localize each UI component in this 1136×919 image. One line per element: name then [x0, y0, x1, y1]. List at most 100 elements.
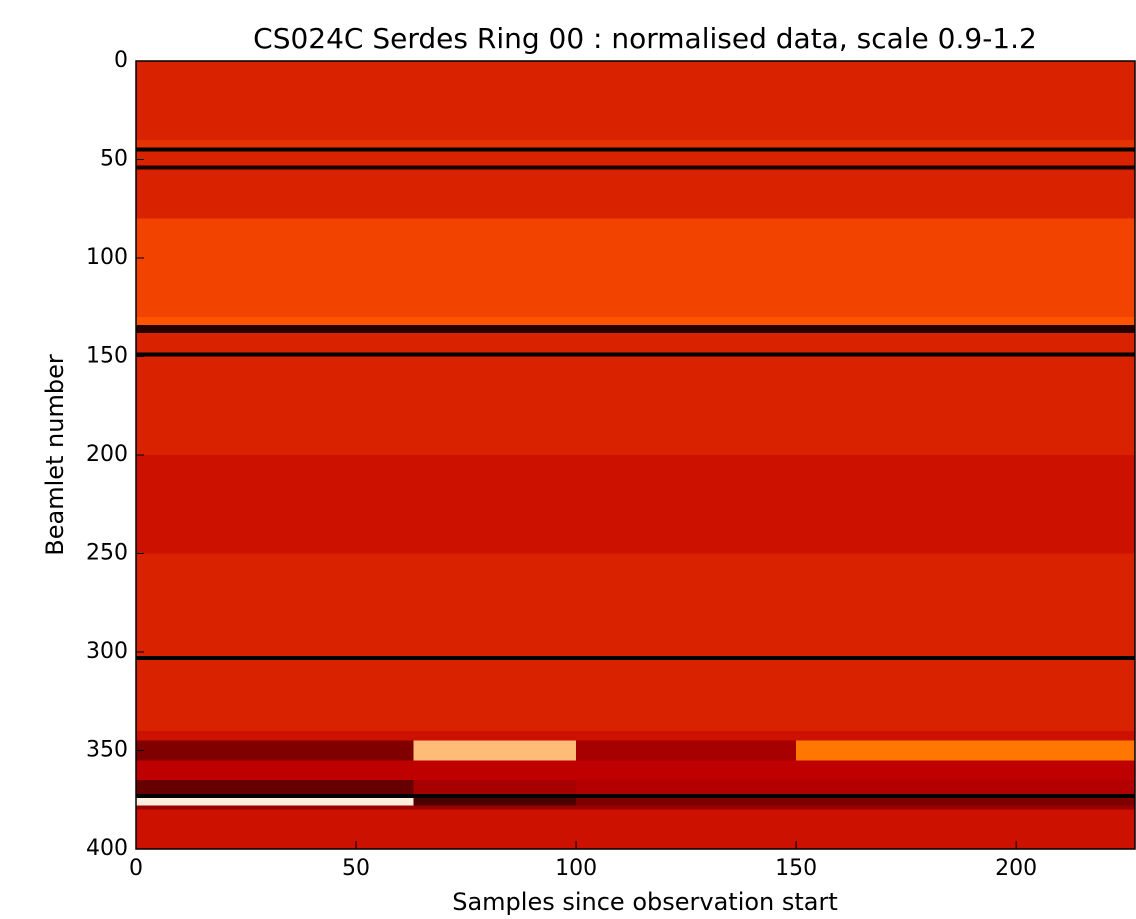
- heatmap-cell: [413, 659, 577, 732]
- heatmap-cell: [576, 553, 797, 653]
- heatmap-cell: [413, 805, 577, 811]
- x-tick-label: 50: [342, 856, 370, 881]
- heatmap-cell: [413, 258, 577, 318]
- heatmap-cell: [413, 553, 577, 653]
- heatmap-cell: [796, 332, 1136, 354]
- heatmap-cell: [413, 655, 577, 661]
- heatmap-cell: [796, 356, 1136, 456]
- heatmap-cell: [796, 151, 1136, 166]
- heatmap-cell: [136, 760, 414, 781]
- heatmap-cell: [796, 805, 1136, 811]
- heatmap-cell: [796, 652, 1136, 657]
- heatmap-cell: [413, 730, 577, 742]
- heatmap-cell: [136, 730, 414, 742]
- heatmap-cell: [796, 809, 1136, 850]
- heatmap-cell: [413, 809, 577, 850]
- x-axis-label: Samples since observation start: [452, 888, 838, 916]
- heatmap-cell: [413, 324, 577, 334]
- heatmap-cell: [136, 553, 414, 653]
- heatmap-cell: [413, 151, 577, 166]
- heatmap-cell: [413, 356, 577, 456]
- heatmap-cell: [576, 740, 797, 761]
- heatmap-cell: [136, 61, 414, 141]
- y-tick-label: 300: [86, 639, 128, 664]
- heatmap-cell: [796, 760, 1136, 781]
- x-tick-label: 150: [775, 856, 817, 881]
- x-tick-label: 200: [995, 856, 1037, 881]
- y-tick-label: 200: [86, 442, 128, 467]
- y-tick-label: 100: [86, 245, 128, 270]
- heatmap-cell: [576, 655, 797, 661]
- heatmap-cell: [413, 797, 577, 807]
- heatmap-cell: [413, 317, 577, 326]
- heatmap-cell: [136, 139, 414, 149]
- heatmap-cell: [796, 780, 1136, 795]
- heatmap-cell: [136, 147, 414, 153]
- heatmap-cell: [796, 455, 1136, 554]
- heatmap-cell: [136, 655, 414, 661]
- heatmap-cell: [796, 147, 1136, 153]
- heatmap-cell: [576, 165, 797, 170]
- heatmap-cell: [796, 659, 1136, 732]
- y-tick-label: 0: [114, 48, 128, 73]
- heatmap-cell: [136, 740, 414, 761]
- heatmap-cell: [136, 165, 414, 170]
- heatmap-cell: [576, 147, 797, 153]
- heatmap-cell: [576, 258, 797, 318]
- heatmap-cell: [576, 793, 797, 799]
- heatmap-cell: [136, 797, 414, 807]
- heatmap-cell: [413, 760, 577, 781]
- heatmap-cell: [796, 258, 1136, 318]
- heatmap-cell: [576, 61, 797, 141]
- heatmap-cell: [136, 805, 414, 811]
- heatmap-cell: [796, 139, 1136, 149]
- heatmap-cell: [136, 317, 414, 326]
- heatmap-cell: [796, 61, 1136, 141]
- heatmap-cell: [413, 740, 577, 761]
- heatmap-cell: [413, 147, 577, 153]
- heatmap-cell: [796, 793, 1136, 799]
- heatmap-cell: [136, 455, 414, 554]
- y-tick-label: 50: [100, 147, 128, 172]
- heatmap-cell: [576, 352, 797, 357]
- heatmap-cell: [413, 652, 577, 657]
- heatmap-cell: [413, 455, 577, 554]
- heatmap-cell: [413, 61, 577, 141]
- heatmap-cell: [576, 169, 797, 220]
- heatmap-cell: [576, 332, 797, 354]
- y-tick-label: 400: [86, 836, 128, 861]
- y-tick-label: 250: [86, 541, 128, 566]
- heatmap-cell: [576, 139, 797, 149]
- heatmap-cell: [796, 740, 1136, 761]
- heatmap-cell: [576, 805, 797, 811]
- heatmap-cell: [796, 165, 1136, 170]
- heatmap-cell: [136, 151, 414, 166]
- heatmap-cell: [136, 218, 414, 259]
- heatmap-cell: [576, 809, 797, 850]
- heatmap-cell: [136, 809, 414, 850]
- y-tick-label: 150: [86, 344, 128, 369]
- heatmap-cell: [576, 652, 797, 657]
- heatmap-cell: [136, 659, 414, 732]
- x-tick-label: 100: [555, 856, 597, 881]
- heatmap-cell: [796, 218, 1136, 259]
- heatmap-cell: [576, 317, 797, 326]
- y-tick-label: 350: [86, 738, 128, 763]
- heatmap-cell: [413, 780, 577, 795]
- heatmap-cell: [796, 324, 1136, 334]
- heatmap-cell: [136, 793, 414, 799]
- heatmap-cell: [136, 780, 414, 795]
- heatmap-cell: [796, 655, 1136, 661]
- heatmap-cell: [413, 169, 577, 220]
- heatmap-cell: [796, 553, 1136, 653]
- heatmap-cell: [576, 356, 797, 456]
- heatmap-cell: [576, 797, 797, 807]
- heatmap-cell: [576, 151, 797, 166]
- heatmap-cell: [576, 730, 797, 742]
- heatmap-cell: [576, 455, 797, 554]
- heatmap-cell: [576, 659, 797, 732]
- heatmap-cell: [576, 760, 797, 781]
- heatmap-cell: [413, 218, 577, 259]
- chart-title: CS024C Serdes Ring 00 : normalised data,…: [253, 22, 1037, 55]
